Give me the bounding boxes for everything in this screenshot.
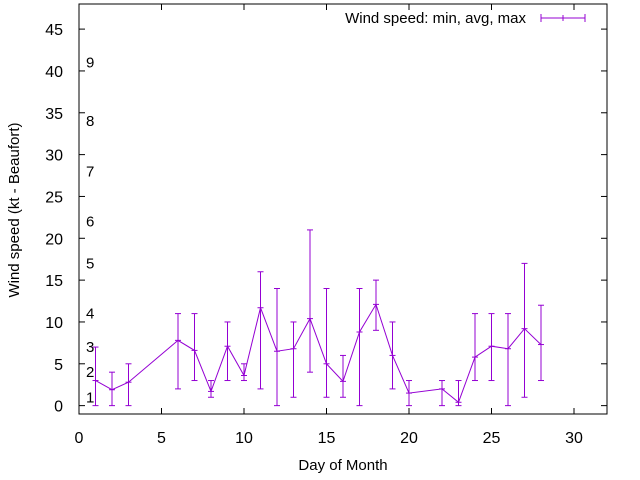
- x-tick-label: 0: [75, 430, 84, 447]
- error-bar: [241, 363, 247, 382]
- error-bar: [455, 380, 462, 407]
- error-bar: [389, 321, 396, 390]
- error-bar: [274, 287, 280, 407]
- x-tick-label: 20: [400, 430, 418, 447]
- error-bar: [472, 313, 478, 382]
- series-layer: [92, 229, 544, 407]
- error-bar: [521, 262, 528, 398]
- beaufort-label: 6: [86, 214, 94, 231]
- beaufort-label: 9: [86, 55, 94, 72]
- y-tick-label: 30: [45, 148, 63, 165]
- error-bar: [307, 229, 313, 373]
- beaufort-label: 3: [86, 339, 94, 356]
- beaufort-label: 5: [86, 255, 94, 272]
- error-bar: [109, 371, 115, 407]
- legend: Wind speed: min, avg, max: [345, 10, 586, 27]
- error-bar: [356, 287, 363, 407]
- error-bar: [323, 287, 330, 398]
- x-tick-label: 15: [318, 430, 336, 447]
- y-tick-label: 15: [45, 273, 63, 290]
- error-bar: [290, 321, 297, 398]
- error-bar: [505, 313, 511, 407]
- error-bar: [538, 304, 544, 382]
- legend-label: Wind speed: min, avg, max: [345, 10, 526, 27]
- error-bar: [191, 313, 198, 382]
- error-bar: [439, 380, 445, 407]
- error-bar: [257, 271, 264, 390]
- error-bar: [373, 279, 379, 331]
- y-tick-label: 45: [45, 22, 63, 39]
- beaufort-label: 7: [86, 163, 94, 180]
- x-tick-label: 10: [235, 430, 253, 447]
- x-tick-label: 25: [483, 430, 501, 447]
- y-tick-label: 5: [54, 357, 63, 374]
- beaufort-label: 4: [86, 306, 94, 323]
- error-bar: [92, 346, 99, 407]
- y-axis-title: Wind speed (kt - Beaufort): [6, 122, 23, 297]
- beaufort-labels: 1 2 3 4 5 6 7 8 9: [86, 55, 94, 407]
- beaufort-label: 8: [86, 113, 94, 130]
- plot-frame: [78, 3, 608, 415]
- error-bar: [224, 321, 231, 382]
- error-bar: [488, 313, 495, 382]
- beaufort-label: 1: [86, 389, 94, 406]
- x-tick-label: 5: [157, 430, 166, 447]
- y-tick-label: 35: [45, 106, 63, 123]
- y-tick-label: 25: [45, 189, 63, 206]
- x-tick-label: 30: [565, 430, 583, 447]
- error-bar: [406, 380, 412, 407]
- error-bar: [175, 313, 181, 390]
- error-bar: [340, 354, 346, 398]
- x-axis-title: Day of Month: [298, 457, 387, 474]
- y-tick-label: 40: [45, 64, 63, 81]
- y-tick-label: 20: [45, 231, 63, 248]
- beaufort-label: 2: [86, 364, 94, 381]
- error-bar: [125, 363, 132, 407]
- y-tick-label: 0: [54, 399, 63, 416]
- error-bar: [208, 380, 214, 398]
- y-tick-label: 10: [45, 315, 63, 332]
